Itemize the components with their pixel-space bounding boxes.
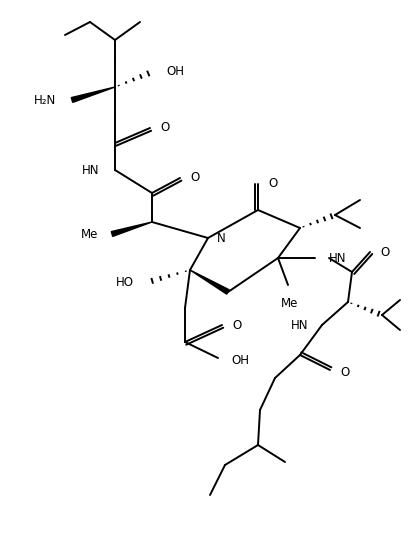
Text: HO: HO xyxy=(116,276,134,288)
Text: O: O xyxy=(267,177,276,189)
Text: O: O xyxy=(339,365,348,378)
Polygon shape xyxy=(189,270,229,294)
Polygon shape xyxy=(111,222,152,236)
Text: HN: HN xyxy=(290,318,307,332)
Text: O: O xyxy=(189,171,199,184)
Text: HN: HN xyxy=(328,251,346,264)
Text: Me: Me xyxy=(281,297,298,310)
Text: O: O xyxy=(379,246,388,258)
Text: OH: OH xyxy=(166,65,184,78)
Text: O: O xyxy=(231,318,240,332)
Polygon shape xyxy=(71,87,115,102)
Text: HN: HN xyxy=(81,164,99,177)
Text: H₂N: H₂N xyxy=(34,94,56,106)
Text: Me: Me xyxy=(81,227,98,241)
Text: OH: OH xyxy=(230,354,248,366)
Text: O: O xyxy=(160,120,169,134)
Text: N: N xyxy=(216,232,225,244)
